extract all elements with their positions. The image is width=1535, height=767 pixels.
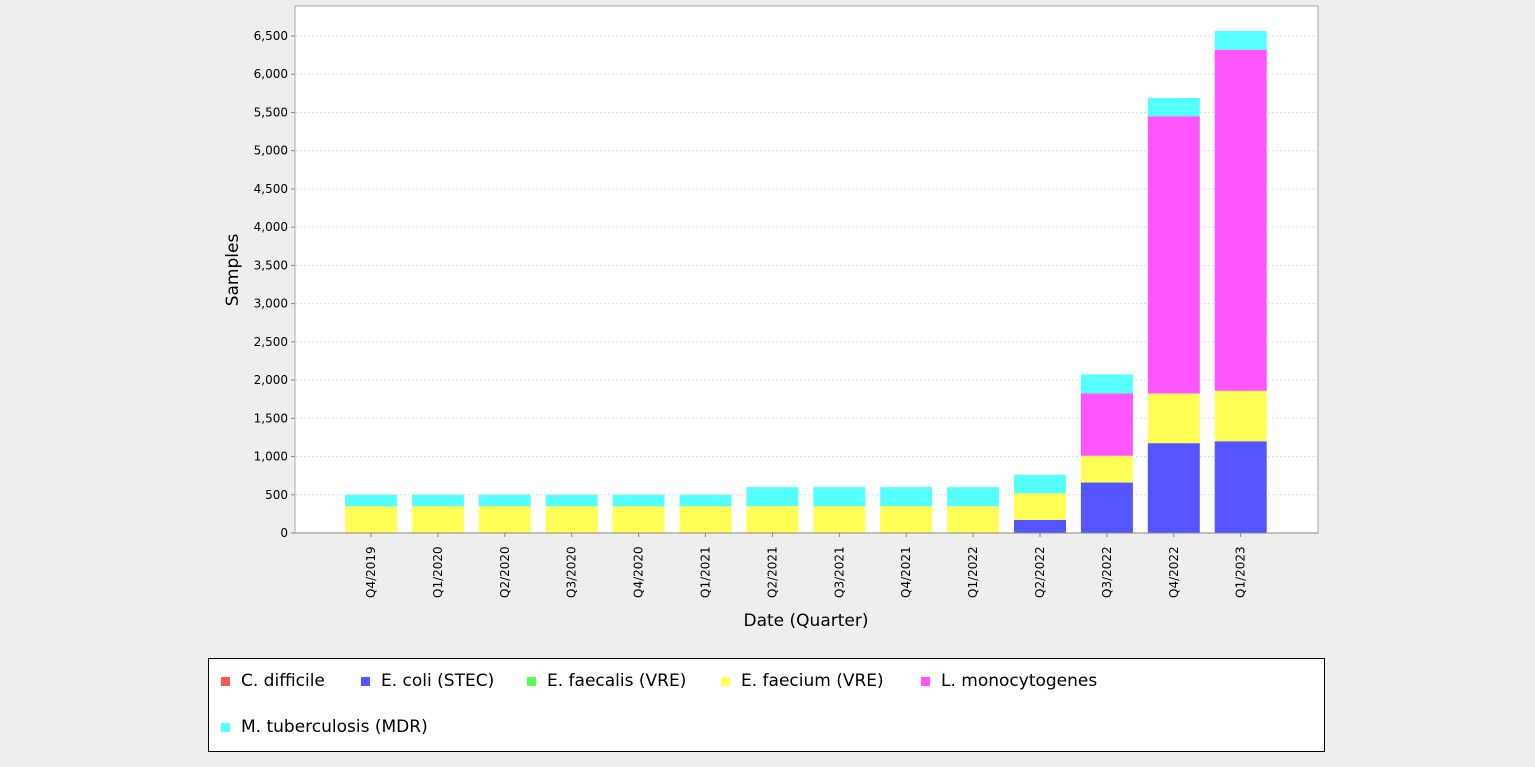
x-tick-label: Q4/2021	[899, 546, 913, 598]
y-tick-label: 3,500	[254, 258, 288, 272]
x-tick-label: Q3/2020	[565, 546, 579, 598]
bar-segment	[1214, 441, 1267, 533]
bar-segment	[1147, 443, 1200, 533]
legend-item: M. tuberculosis (MDR)	[221, 717, 428, 737]
bar-segment	[1080, 482, 1133, 533]
x-tick-label: Q4/2019	[364, 546, 378, 598]
x-tick-label: Q1/2023	[1234, 546, 1248, 598]
legend-label: M. tuberculosis (MDR)	[241, 717, 428, 737]
legend-label: L. monocytogenes	[941, 671, 1098, 691]
bar-segment	[478, 494, 531, 507]
legend-swatch	[721, 676, 730, 686]
x-tick-label: Q4/2020	[632, 546, 646, 598]
x-tick-label: Q1/2022	[966, 546, 980, 598]
x-tick-label: Q4/2022	[1167, 546, 1181, 598]
x-tick-label: Q1/2020	[431, 546, 445, 598]
legend-item: C. difficile	[221, 671, 325, 691]
y-tick-label: 6,000	[254, 67, 288, 81]
legend-label: E. coli (STEC)	[381, 671, 495, 691]
y-tick-label: 4,500	[254, 182, 288, 196]
legend-item: E. faecium (VRE)	[721, 671, 884, 691]
bar-segment	[813, 506, 866, 533]
bar-segment	[1147, 97, 1200, 117]
legend-label: C. difficile	[241, 671, 325, 691]
stacked-bar-chart: 0 500 1,000 1,500 2,000 2,500 3,000 3,500 4,000 4…	[223, 5, 1319, 631]
y-axis-label: Samples	[223, 234, 243, 307]
y-tick-label: 5,000	[254, 144, 288, 158]
bar-segment	[478, 506, 531, 533]
bar-segment	[947, 506, 1000, 533]
x-tick-label: Q3/2021	[832, 546, 846, 598]
y-tick-label: 2,500	[254, 335, 288, 349]
legend-swatch	[921, 676, 930, 686]
bar-segment	[1014, 474, 1066, 494]
bar-segment	[1014, 493, 1066, 521]
bar-segment	[1147, 393, 1200, 444]
bar-segment	[1214, 49, 1267, 391]
y-tick-label: 2,000	[254, 373, 288, 387]
bar-segment	[1214, 31, 1267, 50]
bar-segment	[1080, 455, 1133, 483]
legend-item: E. faecalis (VRE)	[527, 671, 686, 691]
legend-item: E. coli (STEC)	[361, 671, 494, 691]
x-tick-label: Q1/2021	[699, 546, 713, 598]
bar-segment	[545, 494, 598, 507]
legend-item: L. monocytogenes	[921, 671, 1097, 691]
legend-swatch	[221, 676, 230, 686]
legend-swatch	[527, 676, 536, 686]
bar-segment	[345, 494, 397, 507]
x-tick-label: Q2/2020	[498, 546, 512, 598]
y-tick-label: 4,000	[254, 220, 288, 234]
y-tick-label: 1,500	[254, 411, 288, 425]
x-tick-label: Q2/2022	[1033, 546, 1047, 598]
bar-segment	[679, 506, 732, 533]
bar-segment	[411, 506, 464, 533]
bar-segment	[746, 487, 799, 507]
bar-segment	[1080, 374, 1133, 394]
bar-segment	[1214, 390, 1267, 442]
legend-label: E. faecalis (VRE)	[547, 671, 687, 691]
bar-segment	[545, 506, 598, 533]
bar-segment	[1147, 116, 1200, 394]
bar-segment	[880, 487, 933, 507]
bar-segment	[813, 487, 866, 507]
plot-area	[294, 5, 1319, 534]
bar-segment	[612, 506, 665, 533]
bar-segment	[612, 494, 665, 507]
y-tick-label: 5,500	[254, 105, 288, 119]
legend-swatch	[361, 676, 370, 686]
bar-segment	[1014, 520, 1066, 533]
bar-segment	[345, 506, 397, 533]
bar-segment	[1080, 393, 1133, 456]
x-tick-label: Q2/2021	[765, 546, 779, 598]
x-tick-label: Q3/2022	[1100, 546, 1114, 598]
bar-segment	[947, 487, 1000, 507]
bar-segment	[880, 506, 933, 533]
legend-swatch	[221, 722, 230, 732]
legend-label: E. faecium (VRE)	[741, 671, 884, 691]
bar-segment	[679, 494, 732, 507]
y-tick-label: 3,000	[254, 297, 288, 311]
y-tick-label: 6,500	[254, 29, 288, 43]
y-tick-label: 1,000	[254, 450, 288, 464]
legend: C. difficile E. coli (STEC) E. faecalis (V…	[208, 658, 1325, 752]
bar-segment	[411, 494, 464, 507]
bar-segment	[746, 506, 799, 533]
y-tick-label: 500	[265, 488, 288, 502]
y-tick-label: 0	[280, 526, 288, 540]
x-axis-label: Date (Quarter)	[744, 611, 869, 631]
